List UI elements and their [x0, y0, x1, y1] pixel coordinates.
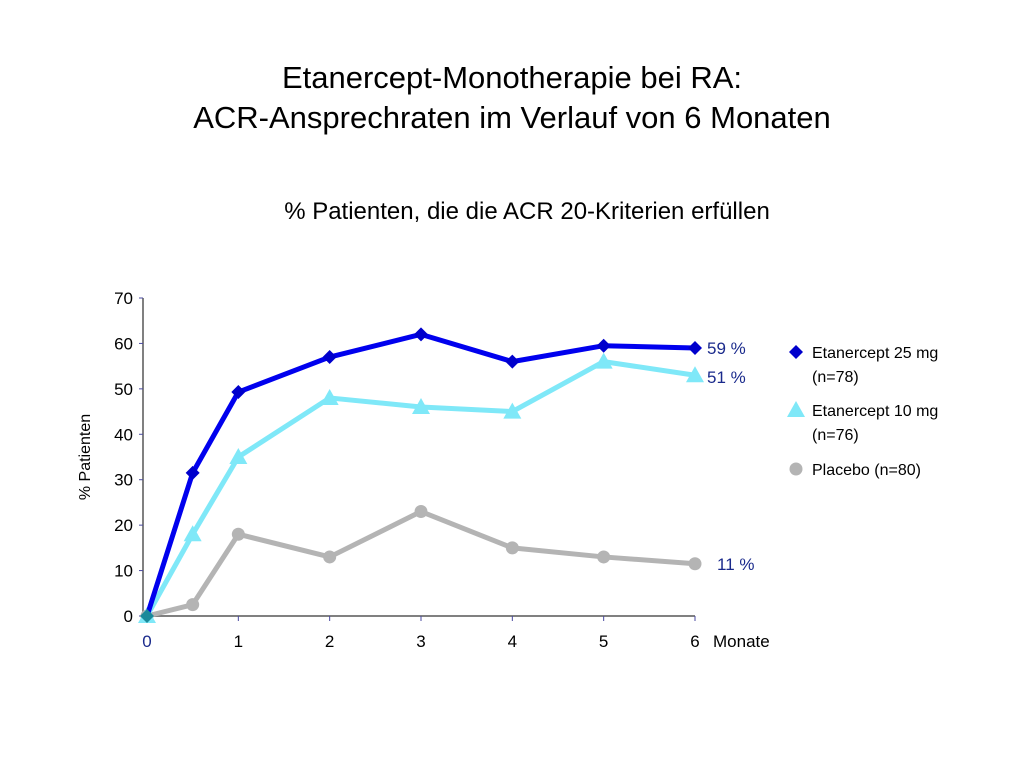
- y-tick-label: 60: [114, 334, 133, 353]
- x-tick-label: 2: [325, 632, 334, 651]
- x-tick-label: 4: [508, 632, 517, 651]
- data-point: [597, 550, 611, 564]
- legend-label: Placebo (n=80): [812, 462, 921, 479]
- data-point: [688, 340, 702, 355]
- data-point: [229, 448, 248, 464]
- x-tick-label: 6: [690, 632, 699, 651]
- title-line-1: Etanercept-Monotherapie bei RA:: [281, 60, 743, 95]
- data-point: [185, 465, 200, 480]
- y-tick-label: 30: [114, 471, 133, 490]
- data-point: [183, 525, 202, 542]
- y-tick-label: 20: [114, 516, 133, 535]
- y-tick-label: 50: [114, 380, 133, 399]
- series-line: [146, 509, 696, 619]
- data-point: [414, 327, 428, 342]
- data-point: [505, 541, 519, 555]
- data-point: [231, 527, 245, 541]
- legend-label: Etanercept 25 mg: [812, 345, 938, 362]
- data-point: [594, 352, 613, 369]
- data-point: [414, 505, 428, 519]
- data-point: [322, 350, 337, 365]
- y-axis-label: % Patienten: [77, 414, 94, 500]
- data-point: [320, 388, 339, 405]
- x-tick-label: 5: [599, 632, 608, 651]
- series-line: [144, 359, 696, 618]
- x-tick-label: 1: [234, 632, 243, 651]
- series-line: [144, 331, 696, 617]
- end-label: 11 %: [717, 555, 755, 574]
- data-point: [688, 557, 702, 571]
- data-point: [596, 338, 611, 353]
- end-label: 59 %: [707, 339, 746, 358]
- legend-label: (n=76): [812, 427, 859, 444]
- end-label: 51 %: [707, 368, 746, 387]
- legend-marker: [787, 401, 805, 417]
- y-tick-label: 40: [114, 425, 133, 444]
- data-point: [412, 398, 430, 415]
- y-tick-label: 10: [114, 562, 133, 581]
- data-point: [231, 385, 246, 400]
- y-tick-label: 0: [124, 607, 133, 626]
- legend-marker: [789, 462, 803, 476]
- x-axis-label: Monate: [713, 632, 770, 651]
- legend-label: Etanercept 10 mg: [812, 403, 938, 420]
- y-tick-label: 70: [114, 289, 133, 308]
- legend-label: (n=78): [812, 369, 859, 386]
- data-point: [140, 609, 154, 623]
- title-line-2: ACR-Ansprechraten im Verlauf von 6 Monat…: [193, 100, 831, 135]
- x-tick-label: 0: [142, 632, 151, 651]
- data-point: [186, 598, 200, 612]
- data-point: [686, 366, 704, 383]
- page-title: Etanercept-Monotherapie bei RA: ACR-Ansp…: [0, 58, 1024, 138]
- data-point: [503, 402, 522, 419]
- chart-title: % Patienten, die die ACR 20-Kriterien er…: [284, 198, 770, 225]
- legend-marker: [789, 345, 803, 359]
- x-tick-label: 3: [416, 632, 425, 651]
- data-point: [505, 354, 520, 369]
- data-point: [323, 550, 337, 564]
